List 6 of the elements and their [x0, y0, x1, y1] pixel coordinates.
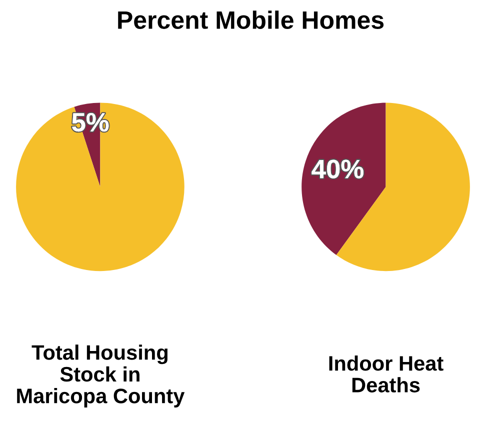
text: Indoor Heat Deaths	[329, 355, 444, 392]
pie-slice	[302, 102, 386, 255]
text: Total Housing Stock in Maricopa County	[17, 344, 185, 408]
text: Percent Mobile Homes	[118, 10, 384, 29]
data-label: 40%	[312, 160, 364, 178]
pie-slice	[16, 102, 184, 272]
